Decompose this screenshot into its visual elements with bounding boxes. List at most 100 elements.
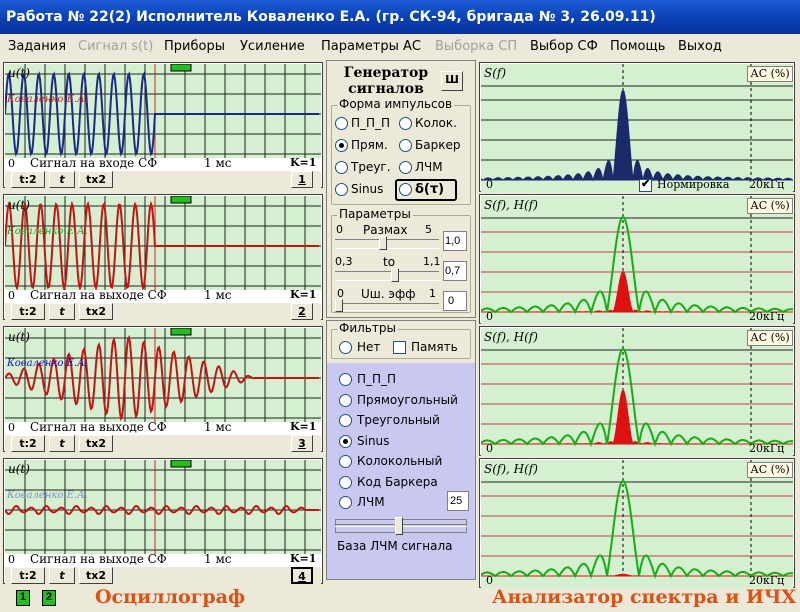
ac-percent-button[interactable]: АС (%) xyxy=(747,66,793,82)
filter-radio-1[interactable] xyxy=(339,373,352,386)
pulse-form-radio-4[interactable] xyxy=(399,139,412,152)
osc-plot-svg-4 xyxy=(4,459,321,554)
menu-pomoshch[interactable]: Помощь xyxy=(610,39,666,54)
pulse-form-label-3[interactable]: Прям. xyxy=(351,138,388,152)
pulse-form-radio-7[interactable] xyxy=(335,183,348,196)
pulse-form-radio-6[interactable] xyxy=(399,161,412,174)
pulse-form-radio-1[interactable] xyxy=(335,117,348,130)
menu-vykhod[interactable]: Выход xyxy=(678,39,722,54)
menu-usilenie[interactable]: Усиление xyxy=(240,39,305,54)
time-half-button[interactable]: t:2 xyxy=(11,171,45,188)
spectrum-svg-2 xyxy=(480,196,794,316)
menu-vyborka-sp[interactable]: Выборка СП xyxy=(435,39,518,54)
ac-percent-button[interactable]: АС (%) xyxy=(747,198,793,214)
osc-waveform-4 xyxy=(4,504,319,516)
razmah-slider-track[interactable] xyxy=(335,239,439,249)
params-title: Параметры xyxy=(337,207,413,221)
menu-pribory[interactable]: Приборы xyxy=(164,39,225,54)
trigger-marker[interactable] xyxy=(170,459,192,468)
filter-response-curve xyxy=(480,479,794,580)
pulse-form-label-2[interactable]: Колок. xyxy=(415,116,457,130)
razmah-value[interactable]: 1,0 xyxy=(443,231,467,251)
to-slider-thumb[interactable] xyxy=(391,268,399,282)
channel-number-button-4[interactable]: 4 xyxy=(291,567,313,584)
channel-number-button-1[interactable]: 1 xyxy=(291,171,313,188)
spectrum-panel-2: S(f), H(f) АС (%) 0 20кГц xyxy=(479,194,795,324)
window-title: Работа № 22(2) Исполнитель Коваленко Е.А… xyxy=(0,0,800,34)
filter-radio-6[interactable] xyxy=(339,475,352,489)
pulse-form-radio-2[interactable] xyxy=(399,117,412,130)
menu-zadaniya[interactable]: Задания xyxy=(8,39,67,54)
filter-radio-5[interactable] xyxy=(339,455,352,468)
pulse-form-radio-8[interactable] xyxy=(399,183,412,196)
filter-radio-4[interactable] xyxy=(339,434,352,448)
ac-percent-button[interactable]: АС (%) xyxy=(747,330,793,346)
filter-radio-7[interactable] xyxy=(339,496,352,509)
delta-option-frame xyxy=(395,179,457,201)
filter-label-6[interactable]: Код Баркера xyxy=(357,474,438,489)
time-reset-button[interactable]: t xyxy=(49,567,75,584)
time-reset-button[interactable]: t xyxy=(49,171,75,188)
noise-slider-thumb[interactable] xyxy=(335,299,343,312)
spectrum-zero-label: 0 xyxy=(486,178,493,191)
time-reset-button[interactable]: t xyxy=(49,303,75,320)
pulse-form-radio-5[interactable] xyxy=(335,161,348,174)
osc-time-label: 1 мс xyxy=(204,156,232,170)
pulse-form-label-6[interactable]: ЛЧМ xyxy=(415,160,443,174)
filter-none-radio[interactable] xyxy=(339,341,352,354)
filter-radio-2[interactable] xyxy=(339,393,352,407)
filter-label-7[interactable]: ЛЧМ xyxy=(357,495,385,509)
to-label: to xyxy=(383,255,396,269)
filter-label-1[interactable]: П_П_П xyxy=(357,372,397,386)
generator-close-button[interactable]: Ш xyxy=(441,71,463,91)
time-half-button[interactable]: t:2 xyxy=(11,435,45,452)
normalize-checkbox[interactable] xyxy=(639,179,652,192)
spectrum-ylabel: S(f) xyxy=(484,66,507,80)
channel-number-button-2[interactable]: 2 xyxy=(291,303,313,320)
pulse-form-label-4[interactable]: Баркер xyxy=(415,138,461,152)
trigger-marker[interactable] xyxy=(170,195,192,204)
trigger-marker[interactable] xyxy=(170,63,192,72)
menu-vybor-sf[interactable]: Выбор СФ xyxy=(530,39,598,54)
time-double-button[interactable]: tx2 xyxy=(79,435,113,452)
noise-slider-track[interactable] xyxy=(335,303,439,311)
noise-value[interactable]: 0 xyxy=(443,291,467,311)
time-half-button[interactable]: t:2 xyxy=(11,303,45,320)
osc-ylabel: u(t) xyxy=(8,66,30,80)
to-slider-track[interactable] xyxy=(335,271,439,281)
time-double-button[interactable]: tx2 xyxy=(79,171,113,188)
filter-group xyxy=(331,329,471,359)
filter-label-4[interactable]: Sinus xyxy=(357,433,390,448)
lchm-slider-thumb[interactable] xyxy=(395,517,403,535)
razmah-slider-thumb[interactable] xyxy=(379,236,387,250)
time-double-button[interactable]: tx2 xyxy=(79,303,113,320)
trigger-marker[interactable] xyxy=(170,327,192,336)
ac-percent-button[interactable]: АС (%) xyxy=(747,462,793,478)
noise-label: Uш. эфф xyxy=(361,287,416,301)
channel-number-button-3[interactable]: 3 xyxy=(291,435,313,452)
spectrum-plot-3: S(f), H(f) АС (%) 0 20кГц xyxy=(480,328,794,456)
pulse-form-radio-3[interactable] xyxy=(335,139,348,152)
filter-label-3[interactable]: Треугольный xyxy=(357,413,440,427)
menu-parametry-as[interactable]: Параметры АС xyxy=(321,39,421,54)
filter-label-2[interactable]: Прямоугольный xyxy=(357,392,458,407)
output-spectrum xyxy=(481,389,793,446)
spectrum-svg-3 xyxy=(480,328,794,448)
pulse-form-label-7[interactable]: Sinus xyxy=(351,182,384,196)
time-reset-button[interactable]: t xyxy=(49,435,75,452)
pulse-form-label-8[interactable]: δ(τ) xyxy=(415,182,445,197)
pulse-form-label-1[interactable]: П_П_П xyxy=(351,116,391,130)
filter-memory-checkbox[interactable] xyxy=(393,341,406,354)
filter-radio-3[interactable] xyxy=(339,414,352,427)
to-value[interactable]: 0,7 xyxy=(443,261,467,281)
filter-label-5[interactable]: Колокольный xyxy=(357,454,443,468)
time-half-button[interactable]: t:2 xyxy=(11,567,45,584)
menu-signal[interactable]: Сигнал s(t) xyxy=(78,39,154,54)
lchm-base-value[interactable]: 25 xyxy=(447,491,469,511)
razmah-max: 5 xyxy=(425,223,432,236)
spectrum-freq-label: 20кГц xyxy=(749,310,785,323)
osc-time-label: 1 мс xyxy=(204,420,232,434)
time-double-button[interactable]: tx2 xyxy=(79,567,113,584)
spectrum-ylabel: S(f), H(f) xyxy=(484,198,538,212)
pulse-form-label-5[interactable]: Треуг. xyxy=(351,160,391,174)
